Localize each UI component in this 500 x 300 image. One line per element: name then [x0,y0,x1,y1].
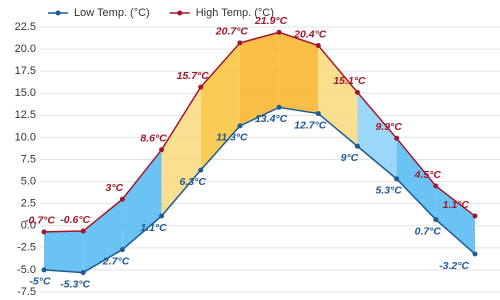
data-point [276,29,282,35]
value-label: 11.3°C [216,132,248,144]
legend-marker [177,10,183,16]
range-area [122,149,162,250]
data-point [159,213,165,219]
value-label: 5.3°C [375,185,402,197]
data-point [315,43,321,49]
range-area [435,186,475,255]
range-area [396,138,436,220]
value-label: 21.9°C [254,15,288,27]
data-point [433,217,439,223]
data-point [119,196,125,202]
y-tick-label: 22.5 [15,21,36,33]
value-label: 15.7°C [177,70,210,82]
value-label: 1.1°C [443,199,470,211]
value-label: 3°C [106,182,124,194]
value-label: 13.4°C [255,113,288,125]
data-point [472,213,478,219]
value-label: 15.1°C [333,75,366,87]
y-tick-label: 17.5 [15,65,36,77]
y-tick-label: 2.5 [21,198,36,210]
data-point [433,183,439,189]
data-point [198,84,204,90]
data-point [80,270,86,276]
data-point [354,89,360,95]
legend-label: Low Temp. (°C) [74,7,150,19]
data-point [41,229,47,235]
value-label: 9.9°C [375,121,402,133]
y-tick-label: -5.0 [17,264,36,276]
series-line [43,31,476,233]
data-point [276,104,282,110]
data-point [394,135,400,141]
range-area [279,32,319,114]
value-label: 6.3°C [180,176,207,188]
y-tick-label: 12.5 [15,109,36,121]
value-label: 20.4°C [293,28,327,40]
data-point [237,40,243,46]
value-label: -0.6°C [60,214,90,226]
range-area [44,231,84,273]
value-label: -0.7°C [25,215,55,227]
data-point [315,111,321,117]
data-point [41,267,47,273]
range-area [161,87,201,217]
y-tick-label: -7.5 [17,286,36,298]
series-line [43,106,476,274]
value-label: 0.7°C [415,225,442,237]
data-point [159,147,165,153]
value-label: -2.7°C [99,255,129,267]
data-point [198,167,204,173]
value-label: 1.1°C [140,222,167,234]
value-label: 4.5°C [414,169,442,181]
data-point [394,176,400,182]
value-label: 12.7°C [294,119,327,131]
y-tick-label: 10.0 [15,131,36,143]
range-area [83,199,123,273]
value-label: 20.7°C [215,26,249,38]
range-area [200,42,240,171]
y-tick-label: 0.0 [21,220,36,232]
y-tick-label: 20.0 [15,43,36,55]
data-point [80,228,86,234]
range-area [239,32,280,126]
value-label: 8.6°C [140,133,167,145]
data-point [354,143,360,149]
value-label: -3.2°C [439,260,469,272]
data-point [119,247,125,253]
data-point [237,123,243,129]
legend-label: High Temp. (°C) [196,7,274,19]
y-tick-label: 7.5 [21,153,36,165]
value-label: -5°C [29,276,51,288]
legend-marker [55,10,61,16]
y-tick-label: 5.0 [21,175,36,187]
data-point [472,251,478,257]
value-label: 9°C [341,152,359,164]
range-area [357,92,397,179]
y-tick-label: 15.0 [15,87,36,99]
value-label: -5.3°C [60,278,90,290]
y-tick-label: -2.5 [17,242,36,254]
